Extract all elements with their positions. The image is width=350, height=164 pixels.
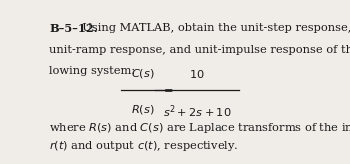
Text: where $R(s)$ and $C(s)$ are Laplace transforms of the input: where $R(s)$ and $C(s)$ are Laplace tran…: [49, 121, 350, 135]
Text: $C(s)$: $C(s)$: [131, 67, 155, 80]
Text: lowing system:: lowing system:: [49, 66, 135, 76]
Text: $10$: $10$: [189, 68, 205, 80]
Text: Using MATLAB, obtain the unit-step response,: Using MATLAB, obtain the unit-step respo…: [75, 23, 350, 33]
Text: unit-ramp response, and unit-impulse response of the fol-: unit-ramp response, and unit-impulse res…: [49, 45, 350, 55]
Text: $s^2 + 2s + 10$: $s^2 + 2s + 10$: [163, 103, 231, 120]
Text: $r(t)$ and output $c(t)$, respectively.: $r(t)$ and output $c(t)$, respectively.: [49, 139, 239, 153]
Text: $R(s)$: $R(s)$: [131, 103, 155, 116]
Text: B–5–12.: B–5–12.: [49, 23, 98, 34]
Text: $=$: $=$: [161, 84, 174, 94]
